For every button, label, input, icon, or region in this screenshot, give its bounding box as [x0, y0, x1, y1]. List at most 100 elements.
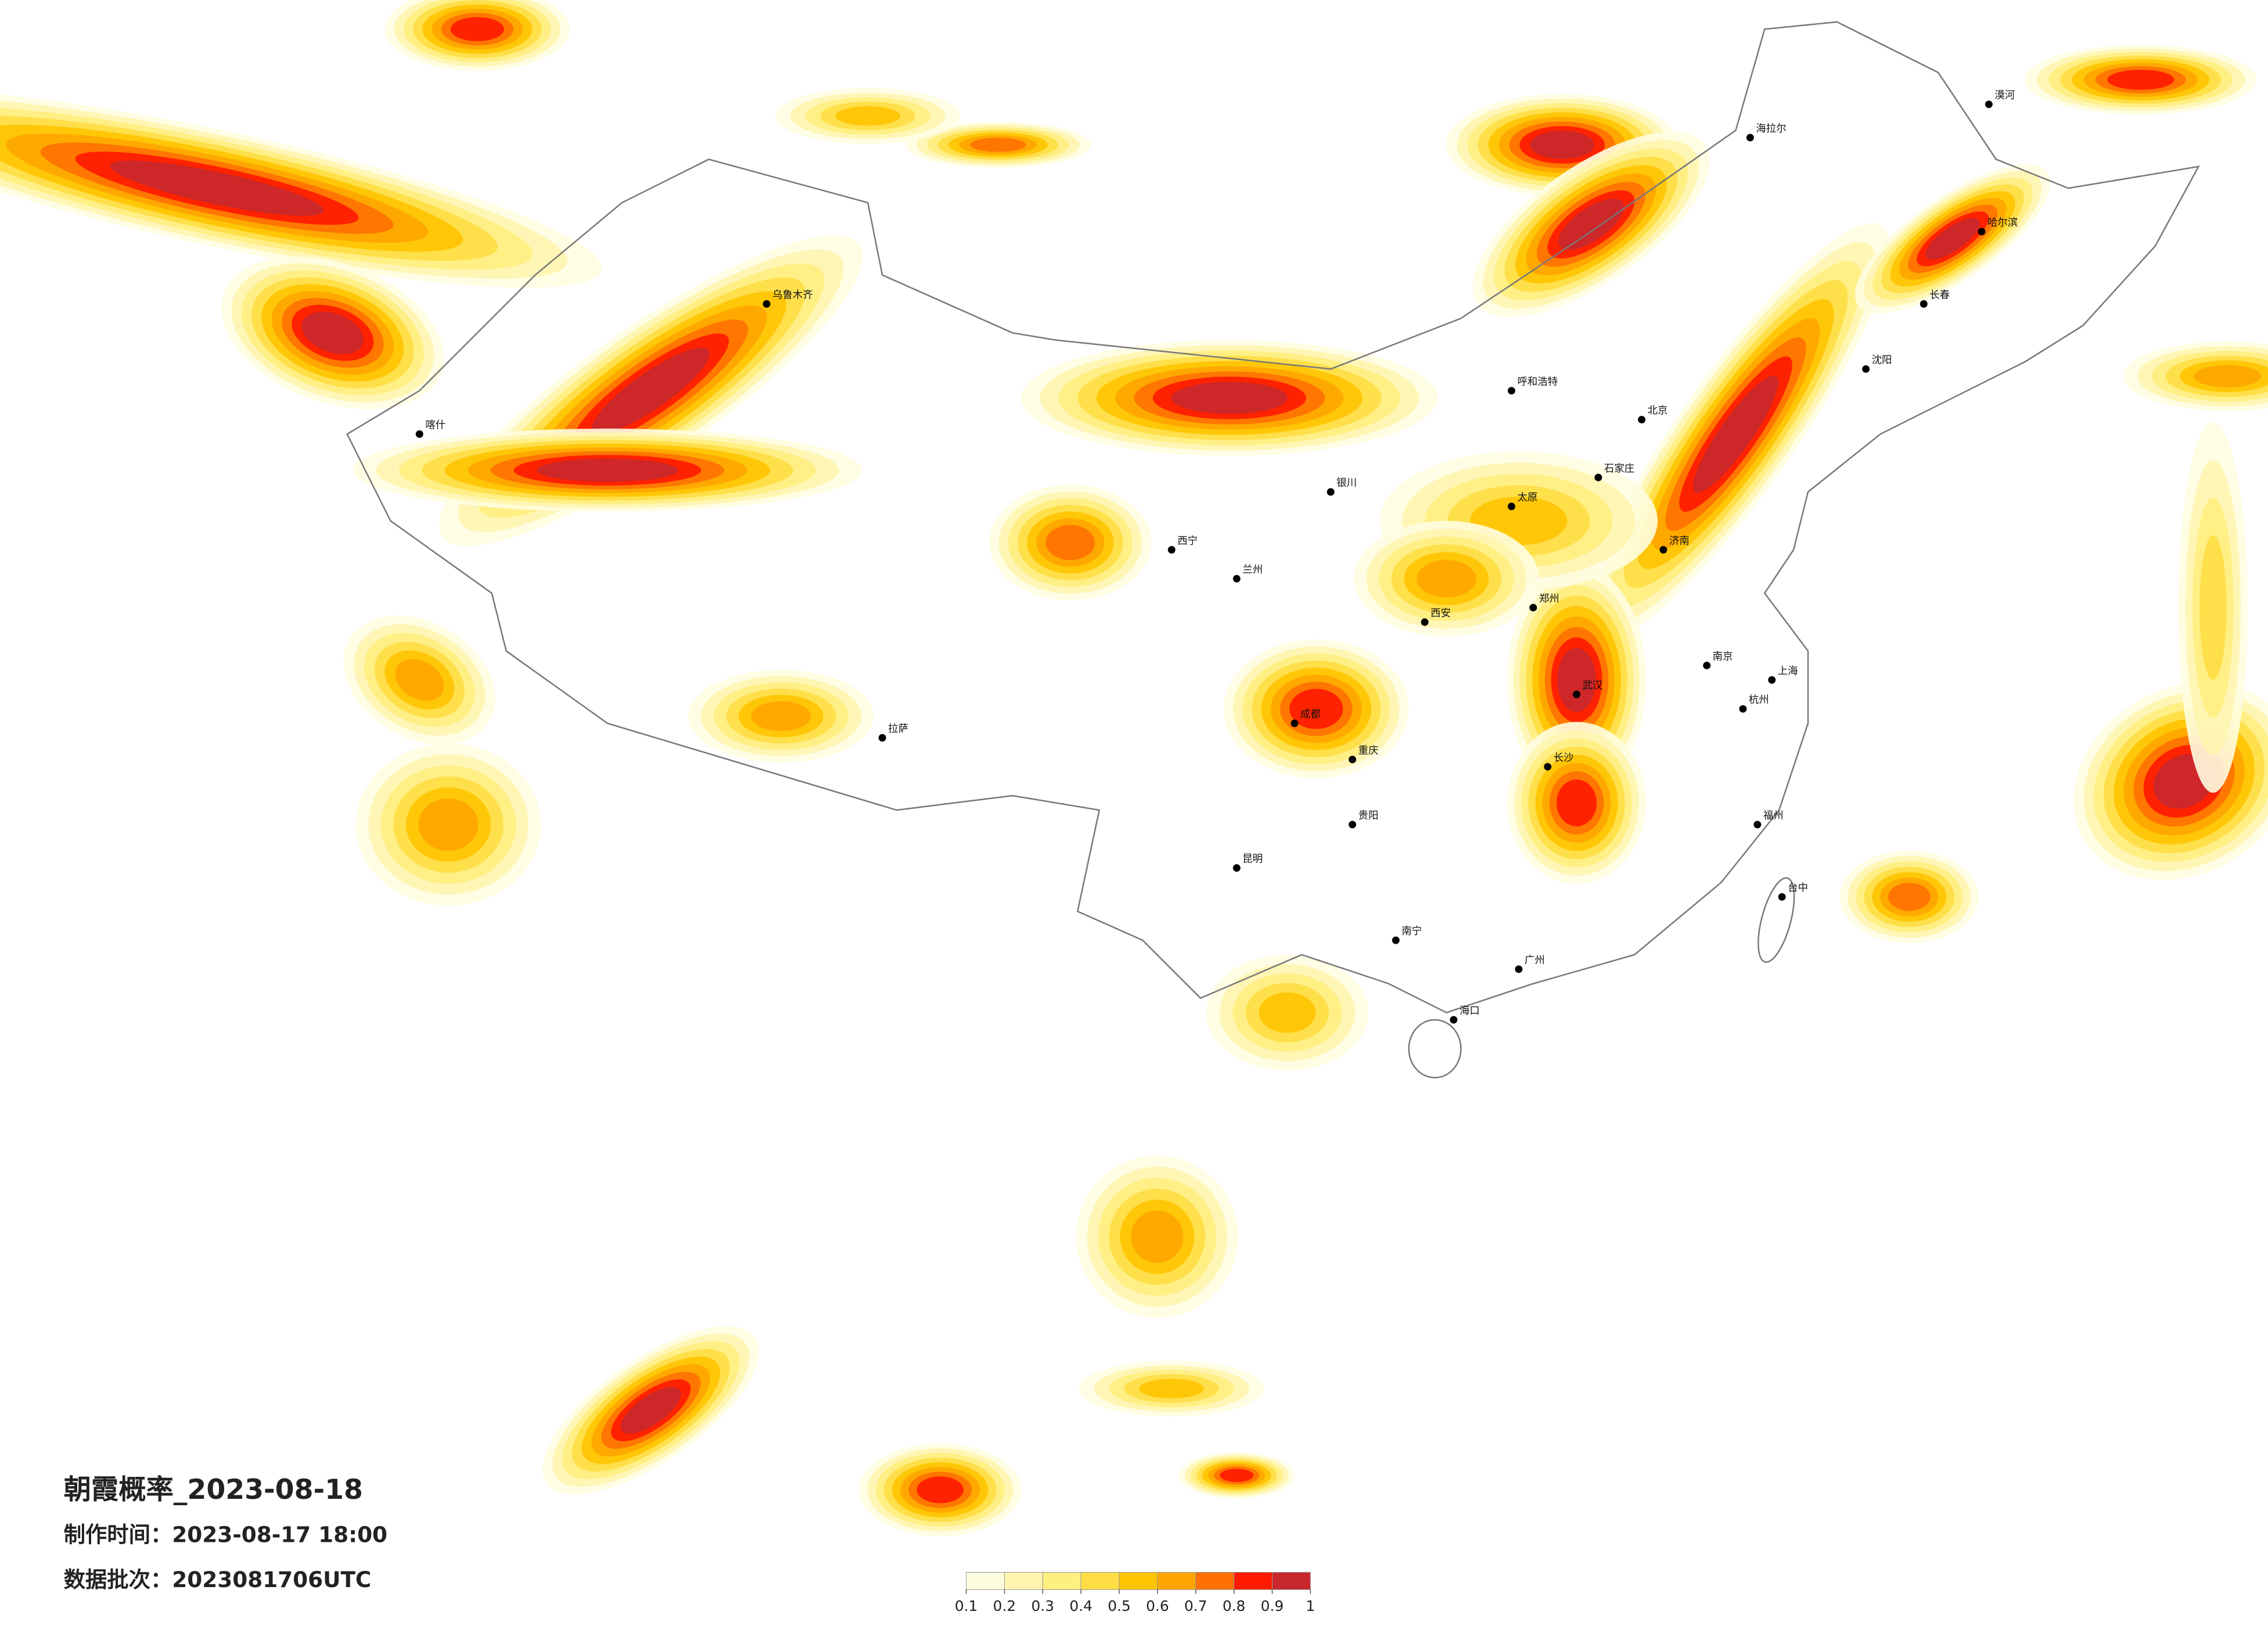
probability-area [1558, 199, 1624, 250]
city-label: 郑州 [1539, 593, 1559, 605]
probability-field [0, 0, 2268, 1537]
colorbar-cell [1195, 1571, 1235, 1590]
city-label: 南京 [1713, 651, 1733, 663]
colorbar-tick-label: 0.5 [1108, 1598, 1131, 1614]
colorbar-tick-label: 0.4 [1069, 1598, 1092, 1614]
probability-area [1289, 689, 1343, 729]
city-label: 南宁 [1401, 926, 1422, 937]
city-label: 海口 [1460, 1005, 1480, 1017]
colorbar-tick-label: 0.6 [1146, 1598, 1169, 1614]
island-border [1408, 1019, 1462, 1078]
city-dot [1529, 603, 1537, 611]
city-dot [1508, 387, 1515, 395]
city-dot [1573, 690, 1581, 699]
city-label: 福州 [1763, 810, 1784, 822]
city-label: 拉萨 [888, 724, 908, 735]
city-dot [1703, 661, 1711, 670]
city-dot [1508, 502, 1515, 510]
probability-area [620, 1387, 681, 1434]
city-dot [1392, 936, 1400, 944]
city-dot [1291, 720, 1299, 728]
probability-area [537, 458, 678, 482]
city-label: 太原 [1517, 492, 1537, 503]
probability-area [1557, 779, 1597, 826]
probability-area [2194, 365, 2262, 388]
city-dot [1739, 705, 1747, 713]
city-label: 长沙 [1554, 752, 1574, 764]
batch: 数据批次：2023081706UTC [64, 1567, 372, 1592]
city-label: 济南 [1669, 535, 1690, 547]
colorbar-cell [1080, 1571, 1120, 1590]
probability-area [2199, 535, 2227, 680]
city-label: 广州 [1525, 955, 1545, 966]
city-dot [1768, 676, 1776, 684]
city-label: 昆明 [1242, 854, 1263, 865]
map-title: 朝霞概率_2023-08-18 [64, 1474, 363, 1506]
probability-area [395, 659, 444, 701]
city-label: 沈阳 [1872, 354, 1892, 366]
city-dot [1862, 365, 1870, 373]
city-dot [1985, 100, 1993, 109]
colorbar-tick-label: 1 [1306, 1598, 1315, 1614]
city-label: 乌鲁木齐 [772, 289, 813, 301]
city-label: 漠河 [1994, 90, 2015, 102]
city-dot [1594, 473, 1602, 481]
probability-area [1259, 992, 1316, 1033]
city-dot [1450, 1016, 1458, 1024]
city-label: 贵阳 [1358, 810, 1379, 822]
probability-area [1925, 218, 1980, 260]
colorbar-cell [966, 1571, 1005, 1590]
probability-area [1139, 1379, 1205, 1398]
city-label: 台中 [1788, 883, 1808, 894]
probability-area [301, 311, 364, 354]
city-label: 成都 [1300, 709, 1321, 721]
city-dot [1232, 575, 1241, 583]
probability-area [1220, 1469, 1254, 1483]
country-border [346, 21, 2200, 1014]
colorbar-tick-label: 0.9 [1261, 1598, 1284, 1614]
city-dot [1746, 134, 1754, 142]
probability-area [1045, 525, 1095, 560]
city-label: 武汉 [1583, 680, 1603, 692]
city-dot [1920, 300, 1928, 308]
city-label: 海拉尔 [1756, 123, 1786, 135]
probability-area [751, 701, 811, 731]
city-label: 杭州 [1749, 695, 1769, 706]
probability-area [110, 160, 324, 216]
colorbar-tick-label: 0.8 [1223, 1598, 1246, 1614]
probability-area [1171, 382, 1288, 414]
probability-area [2107, 70, 2174, 90]
city-dot [763, 300, 771, 308]
city-label: 哈尔滨 [1987, 217, 2018, 229]
colorbar-cell [1004, 1571, 1043, 1590]
city-dot [1327, 488, 1335, 496]
probability-area [1693, 375, 1778, 493]
probability-area [1530, 131, 1595, 159]
probability-area [970, 138, 1026, 152]
colorbar-cell [1157, 1571, 1196, 1590]
city-dot [1753, 821, 1762, 829]
city-dot [1349, 821, 1357, 829]
probability-area [1131, 1210, 1184, 1263]
colorbar-tick-label: 0.3 [1031, 1598, 1055, 1614]
probability-area [450, 17, 504, 41]
probability-area [592, 347, 710, 434]
city-dot [878, 734, 886, 742]
city-dot [1638, 416, 1646, 424]
city-label: 长春 [1929, 289, 1950, 301]
probability-area [418, 798, 479, 851]
probability-area [1557, 647, 1596, 713]
city-dot [1515, 965, 1523, 973]
city-label: 呼和浩特 [1517, 376, 1558, 388]
city-dot [415, 430, 423, 438]
city-label: 喀什 [425, 420, 445, 431]
probability-area [1416, 560, 1476, 598]
city-label: 北京 [1648, 405, 1668, 417]
city-dot [1421, 618, 1429, 626]
city-dot [1167, 546, 1176, 554]
city-label: 西宁 [1177, 535, 1198, 547]
colorbar-tick-label: 0.2 [993, 1598, 1016, 1614]
colorbar: 0.1 0.2 0.3 0.4 0.5 0.6 0.7 0.8 0.9 1 [955, 1571, 1315, 1614]
